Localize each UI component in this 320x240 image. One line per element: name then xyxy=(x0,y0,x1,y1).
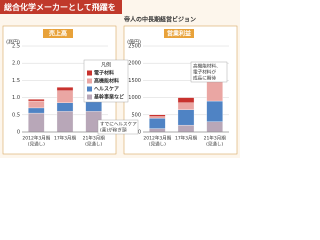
y-tick-label: 0.5 xyxy=(12,112,20,118)
bar-segment xyxy=(56,111,74,133)
y-tick-label: 1000 xyxy=(128,95,141,101)
bar-segment xyxy=(56,87,74,91)
legend-swatch xyxy=(87,86,92,92)
bar-segment xyxy=(28,99,45,102)
bar-segment xyxy=(177,97,195,103)
x-tick-note: (見通し) xyxy=(206,141,223,148)
subtitle: 帝人の中長期経営ビジョン xyxy=(124,16,196,24)
y-tick-label: 2.5 xyxy=(12,44,20,50)
x-tick-label: 2012年3月期 xyxy=(143,135,171,142)
bar-segment xyxy=(56,102,74,112)
page: 総合化学メーカーとして飛躍を 帝人の中長期経営ビジョン 売上高 (兆円) 0 0.5 1… xyxy=(0,0,240,158)
legend-label: 高機能材料 xyxy=(94,78,119,85)
y-tick-label: 2.0 xyxy=(12,61,20,67)
panel-title-box xyxy=(164,29,194,38)
legend-swatch xyxy=(87,94,92,100)
y-tick-label: 2000 xyxy=(128,61,141,67)
bar-segment xyxy=(177,109,195,126)
x-tick-label: 21年3月期 xyxy=(83,135,106,142)
y-axis-label: (兆円) xyxy=(6,39,20,46)
x-tick-label: 17年3月期 xyxy=(175,135,198,142)
bar-segment xyxy=(28,112,45,133)
annotation: 成長に期待 xyxy=(193,75,216,82)
bar-segment xyxy=(149,128,166,133)
y-tick-label: 1.0 xyxy=(12,95,20,101)
legend-label: 電子材料 xyxy=(94,70,114,77)
bar-segment xyxy=(206,100,223,122)
bar-segment xyxy=(177,124,195,133)
y-tick-label: 2500 xyxy=(128,44,141,50)
bar-segment xyxy=(149,118,166,129)
bar-segment xyxy=(28,100,45,109)
bar-segment xyxy=(28,107,45,114)
y-tick-label: 0 xyxy=(17,130,20,136)
y-axis-label: (億円) xyxy=(127,39,141,46)
x-tick-label: 21年3月期 xyxy=(204,135,227,142)
bar-segment xyxy=(149,114,166,117)
y-tick-label: 1500 xyxy=(128,78,141,84)
x-tick-note: (見通し) xyxy=(149,141,166,148)
annotation: (薬)が稼ぎ頭 xyxy=(100,127,127,134)
bar-segment xyxy=(206,80,223,102)
annotation: 電子材料が xyxy=(193,69,216,76)
title: 総合化学メーカーとして飛躍を xyxy=(4,2,116,12)
title-band xyxy=(0,0,122,14)
bar-segment xyxy=(177,102,195,110)
legend-title: 凡例 xyxy=(101,62,111,69)
bar-segment xyxy=(149,116,166,119)
y-tick-label: 1.5 xyxy=(12,78,20,84)
x-tick-label: 17年3月期 xyxy=(54,135,77,142)
bar-segment xyxy=(56,90,74,103)
x-tick-label: 2012年3月期 xyxy=(22,135,50,142)
annotation: 高機能材料、 xyxy=(193,63,221,70)
legend-swatch xyxy=(87,78,92,84)
panel-title-box xyxy=(43,29,73,38)
annotation-box xyxy=(190,61,228,83)
panel-title: 売上高 xyxy=(48,29,67,37)
x-tick-note: (見通し) xyxy=(85,141,102,148)
legend-swatch xyxy=(87,70,92,76)
legend-label: ヘルスケア xyxy=(94,86,119,93)
y-tick-label: 0 xyxy=(138,130,141,136)
y-tick-label: 500 xyxy=(131,112,141,118)
x-tick-note: (見通し) xyxy=(28,141,45,148)
panel-title: 営業利益 xyxy=(167,29,191,37)
legend-label: 基幹事業など xyxy=(93,94,124,101)
annotation: すでにヘルスケア xyxy=(100,121,137,128)
bar-segment xyxy=(206,121,223,133)
annotation-box xyxy=(97,119,139,135)
